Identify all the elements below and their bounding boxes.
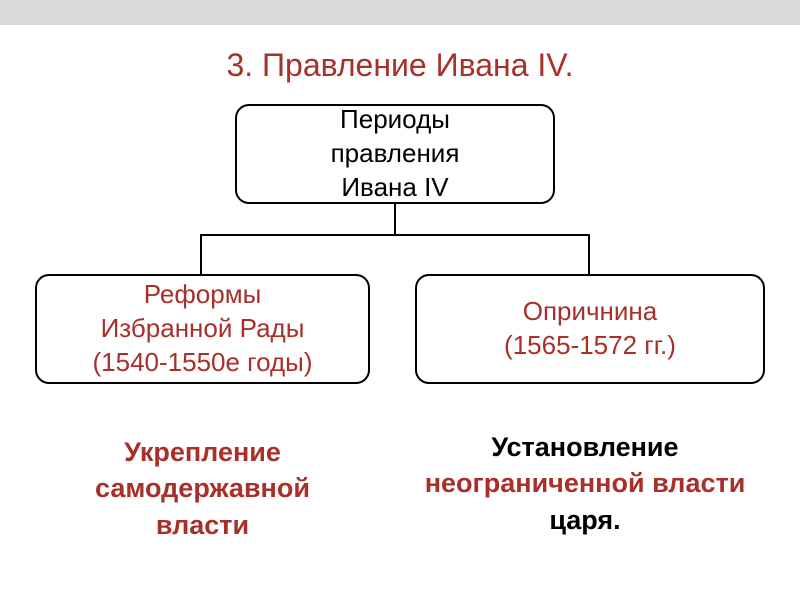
outcome-right-w1: Установление [491, 432, 678, 462]
connector-vertical-left [200, 234, 202, 274]
root-node: Периоды правления Ивана IV [235, 104, 555, 204]
connector-vertical-root [394, 204, 396, 234]
outcome-right-w2: неограниченной власти [425, 468, 746, 498]
right-line2: (1565-1572 гг.) [504, 329, 676, 363]
outcome-left-line1: Укрепление [35, 434, 370, 470]
top-bar [0, 0, 800, 25]
left-line2: Избранной Рады [101, 312, 305, 346]
connector-horizontal [200, 234, 590, 236]
right-node: Опричнина (1565-1572 гг.) [415, 274, 765, 384]
root-line2: правления [331, 137, 460, 171]
left-line1: Реформы [144, 278, 262, 312]
outcome-right: Установление неограниченной власти царя. [395, 429, 775, 538]
root-line3: Ивана IV [341, 171, 448, 205]
connector-vertical-right [588, 234, 590, 274]
left-line3: (1540-1550е годы) [93, 346, 313, 380]
left-node: Реформы Избранной Рады (1540-1550е годы) [35, 274, 370, 384]
outcome-right-w3: царя. [549, 505, 620, 535]
outcome-left-line2: самодержавной [35, 470, 370, 506]
tree-diagram: Периоды правления Ивана IV Реформы Избра… [0, 104, 800, 404]
outcome-left: Укрепление самодержавной власти [35, 434, 370, 543]
outcome-left-line3: власти [35, 507, 370, 543]
page-title: 3. Правление Ивана IV. [0, 47, 800, 84]
root-line1: Периоды [340, 103, 450, 137]
right-line1: Опричнина [523, 295, 658, 329]
